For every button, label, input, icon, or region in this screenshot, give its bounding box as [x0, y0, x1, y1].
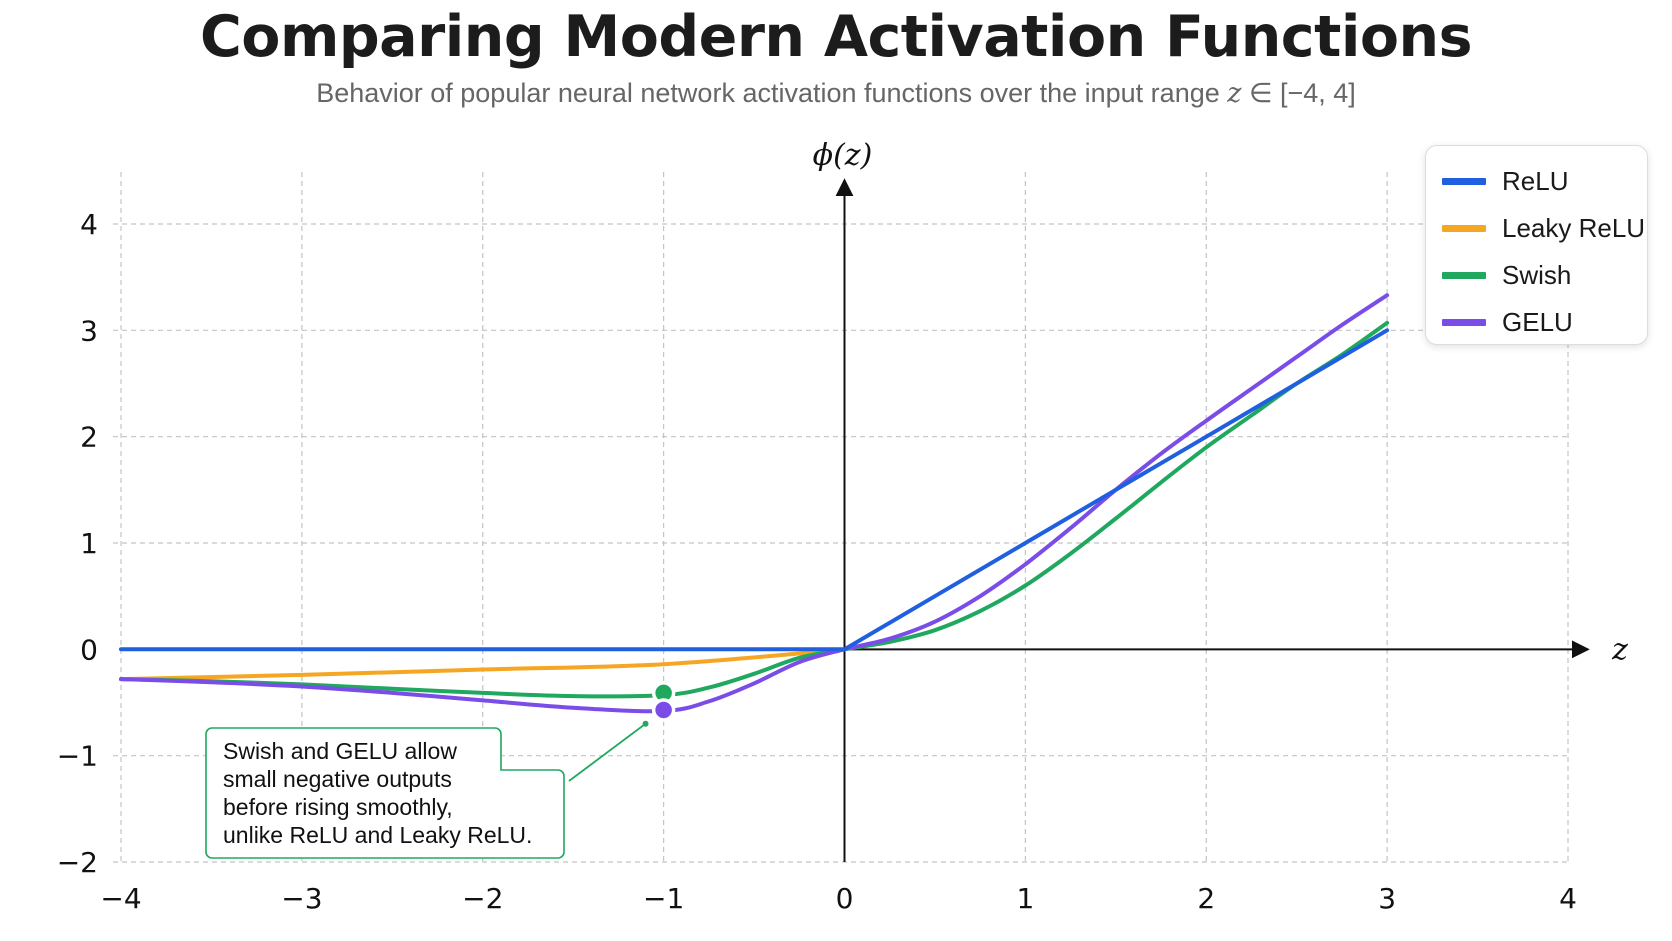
- x-tick-label: 3: [1378, 882, 1396, 915]
- y-axis-label: ϕ(z): [813, 138, 873, 173]
- y-tick-label: 1: [80, 527, 98, 560]
- x-tick-label: 1: [1016, 882, 1034, 915]
- marker-gelu: [651, 698, 676, 722]
- annotation-box: Swish and GELU allow small negative outp…: [205, 727, 569, 859]
- x-tick-label: −1: [643, 882, 684, 915]
- legend-swatch: [1442, 271, 1486, 279]
- x-tick-label: 2: [1197, 882, 1215, 915]
- x-tick-label: −3: [281, 882, 322, 915]
- series-line-gelu: [119, 293, 1390, 714]
- subtitle-prefix: Behavior of popular neural network activ…: [316, 78, 1228, 108]
- x-tick-label: −4: [100, 882, 141, 915]
- annotation-border: [205, 727, 565, 859]
- chart-subtitle: Behavior of popular neural network activ…: [0, 78, 1672, 109]
- annotation-leader-dot: [642, 720, 649, 727]
- legend-item-relu: ReLU: [1442, 166, 1568, 196]
- series-layer: [119, 293, 1390, 714]
- legend-item-swish: Swish: [1442, 260, 1571, 290]
- y-tick-label: 2: [80, 421, 98, 454]
- tick-labels: −4 −3 −2 −1 0 1 2 3 4 −2 −1 0 1 2 3 4: [57, 208, 1577, 915]
- legend-swatch: [1442, 224, 1486, 232]
- chart-title: Comparing Modern Activation Functions: [199, 4, 1473, 70]
- subtitle-variable: z: [1227, 78, 1242, 109]
- legend-label: GELU: [1502, 306, 1573, 337]
- series-line-swish: [119, 320, 1390, 699]
- marker-layer: [651, 681, 676, 722]
- series-line-leaky-relu: [119, 647, 847, 682]
- legend-item-gelu: GELU: [1442, 307, 1573, 337]
- annotation-text: Swish and GELU allow small negative outp…: [223, 738, 533, 848]
- x-tick-label: −2: [462, 882, 503, 915]
- y-tick-label: 3: [80, 314, 98, 347]
- legend-label: Leaky ReLU: [1502, 212, 1646, 243]
- legend-swatch: [1442, 177, 1486, 185]
- y-tick-label: −2: [57, 846, 98, 879]
- subtitle-suffix: ∈ [−4, 4]: [1241, 78, 1356, 108]
- y-tick-label: 4: [80, 208, 98, 241]
- legend-label: Swish: [1502, 259, 1572, 290]
- y-tick-label: −1: [57, 740, 98, 773]
- legend-swatch: [1442, 318, 1486, 326]
- y-tick-label: 0: [80, 633, 98, 666]
- legend: ReLU Leaky ReLU Swish GELU: [1425, 145, 1648, 345]
- annotation-leader-line: [568, 723, 647, 782]
- x-tick-label: 0: [836, 882, 854, 915]
- series-line-relu: [119, 328, 1390, 652]
- x-tick-label: 4: [1559, 882, 1577, 915]
- legend-item-leaky-relu: Leaky ReLU: [1442, 213, 1645, 243]
- grid: [113, 172, 1569, 863]
- x-axis-label: z: [1611, 632, 1628, 667]
- annotation-leader: [568, 720, 649, 782]
- legend-label: ReLU: [1502, 165, 1569, 196]
